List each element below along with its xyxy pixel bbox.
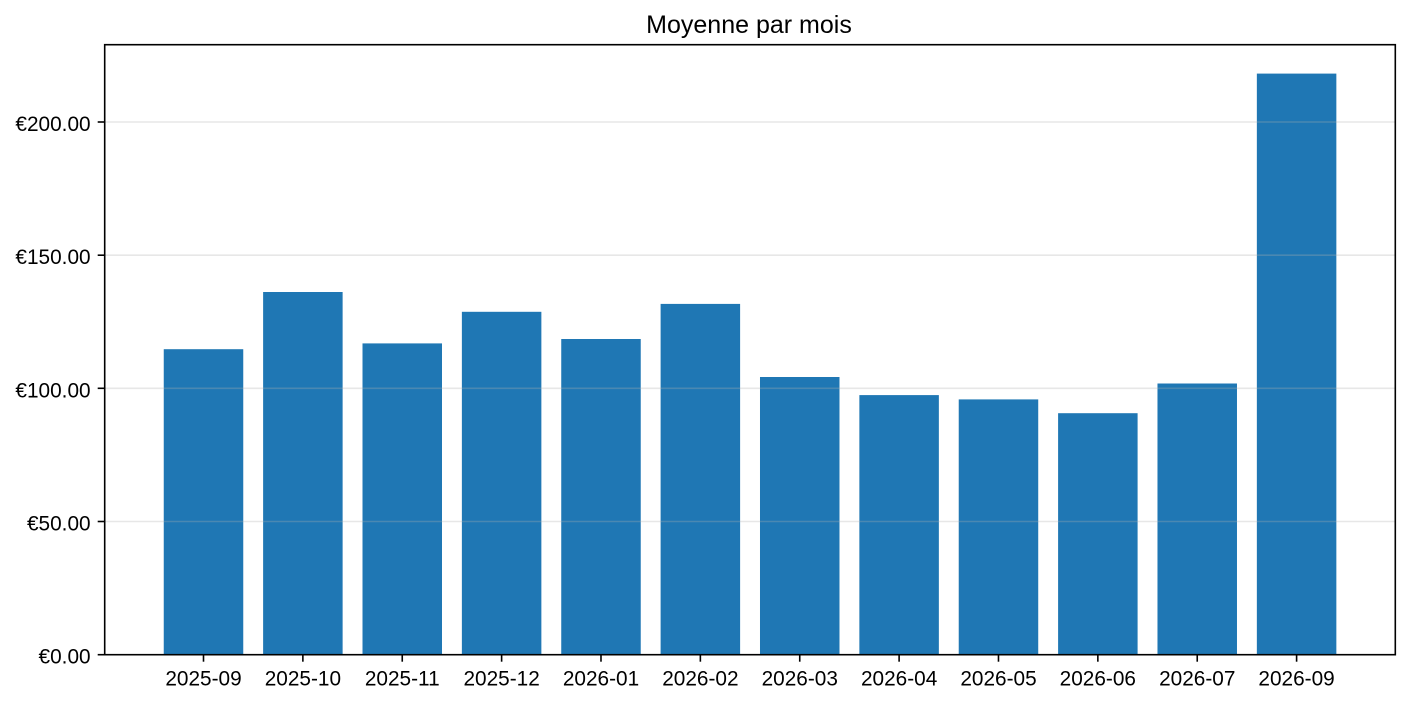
svg-text:€50.00: €50.00 bbox=[27, 513, 91, 536]
svg-text:2026-01: 2026-01 bbox=[563, 668, 639, 691]
svg-text:Moyenne par mois: Moyenne par mois bbox=[646, 11, 852, 39]
svg-text:2025-11: 2025-11 bbox=[365, 668, 440, 691]
svg-text:2026-02: 2026-02 bbox=[662, 668, 738, 691]
svg-text:2025-12: 2025-12 bbox=[463, 668, 539, 691]
svg-text:€0.00: €0.00 bbox=[39, 646, 91, 669]
svg-text:2026-06: 2026-06 bbox=[1060, 668, 1136, 691]
svg-text:2026-04: 2026-04 bbox=[861, 668, 937, 691]
svg-text:2025-10: 2025-10 bbox=[265, 668, 341, 691]
svg-text:€100.00: €100.00 bbox=[15, 379, 90, 402]
svg-text:€200.00: €200.00 bbox=[15, 113, 90, 136]
svg-text:€150.00: €150.00 bbox=[15, 246, 90, 269]
svg-text:2026-07: 2026-07 bbox=[1159, 668, 1235, 691]
svg-text:2025-09: 2025-09 bbox=[165, 668, 241, 691]
svg-text:2026-05: 2026-05 bbox=[960, 668, 1036, 691]
svg-text:2026-09: 2026-09 bbox=[1258, 668, 1334, 691]
svg-text:2026-03: 2026-03 bbox=[762, 668, 838, 691]
